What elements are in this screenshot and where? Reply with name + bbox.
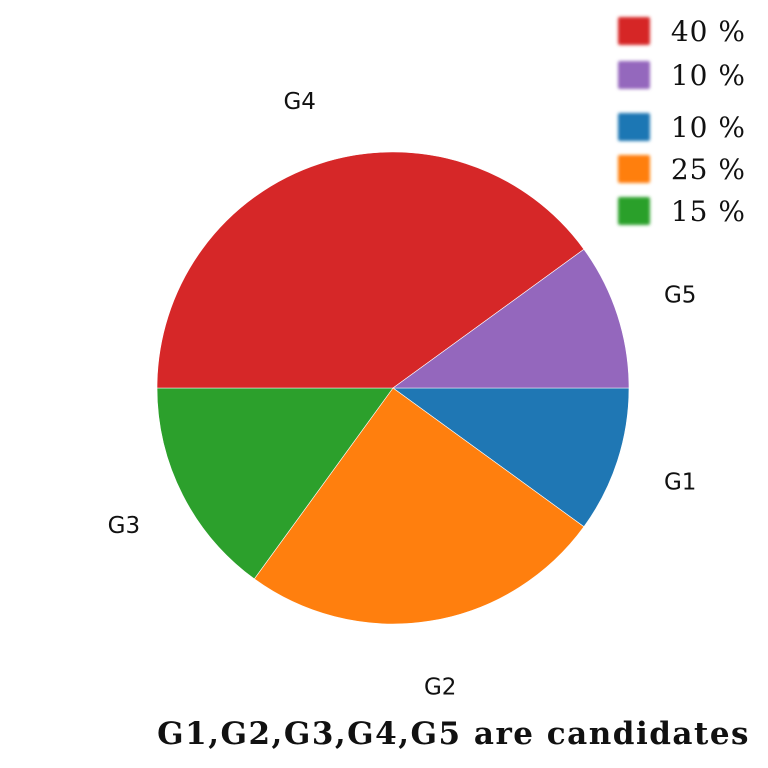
pie-slice-g3	[156, 387, 394, 580]
chart-caption: G1,G2,G3,G4,G5 are candidates	[157, 716, 750, 752]
legend-swatch-g3	[618, 197, 650, 225]
pie-slice-labels: G1 G2 G3 G4 G5	[108, 89, 697, 700]
legend-label-g1: 10 %	[671, 111, 746, 144]
slice-label-g3: G3	[108, 513, 140, 539]
pie-slice-g5	[392, 248, 630, 389]
legend-swatch-g2	[618, 155, 650, 183]
legend-label-g4: 40 %	[671, 15, 746, 48]
pie-slice-g1	[392, 387, 630, 528]
slice-label-g5: G5	[664, 283, 696, 309]
slice-label-g1: G1	[664, 469, 696, 495]
legend-label-g2: 25 %	[671, 153, 746, 186]
legend-swatch-g1	[618, 113, 650, 141]
pie-slice-g4	[156, 151, 585, 389]
legend: 40 % 10 % 10 % 25 % 15 %	[618, 15, 746, 228]
slice-label-g2: G2	[424, 674, 456, 700]
legend-swatch-g5	[618, 61, 650, 89]
slice-label-g4: G4	[283, 89, 315, 115]
pie-slice-g2	[253, 387, 585, 625]
pie-slices	[156, 151, 630, 625]
legend-label-g3: 15 %	[671, 195, 746, 228]
legend-swatch-g4	[618, 17, 650, 45]
legend-label-g5: 10 %	[671, 59, 746, 92]
